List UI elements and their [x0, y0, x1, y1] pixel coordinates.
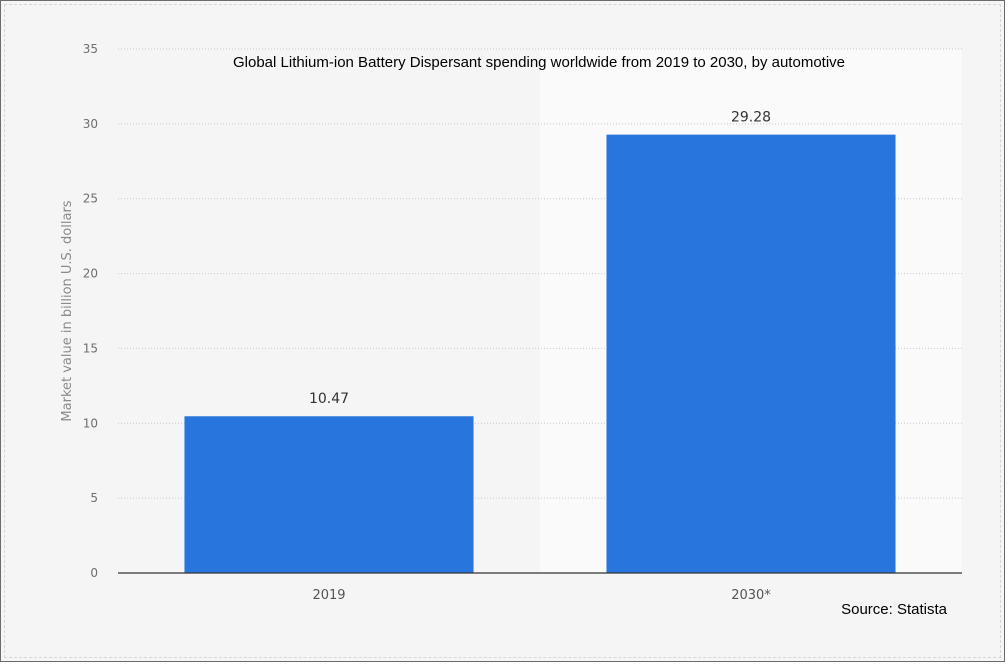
x-tick-labels: 2019 2030*: [312, 588, 771, 603]
y-tick-label: 25: [83, 192, 98, 206]
y-tick-label: 35: [83, 42, 98, 56]
y-tick-label: 10: [83, 416, 98, 430]
y-tick-label: 0: [90, 566, 98, 580]
bar-2019: [184, 416, 474, 573]
y-tick-label: 20: [83, 267, 98, 281]
x-tick-label: 2030*: [731, 588, 771, 603]
y-tick-label: 30: [83, 117, 98, 131]
bars: [184, 134, 896, 573]
chart-title: Global Lithium-ion Battery Dispersant sp…: [233, 54, 845, 71]
data-label: 10.47: [309, 391, 349, 407]
data-labels: 10.47 29.28: [309, 110, 771, 408]
y-axis-label: Market value in billion U.S. dollars: [60, 200, 75, 421]
y-tick-labels: 0 5 10 15 20 25 30 35: [83, 42, 98, 580]
bar-2030: [606, 134, 896, 573]
data-label: 29.28: [731, 110, 771, 126]
y-tick-label: 5: [90, 491, 98, 505]
y-tick-label: 15: [83, 341, 98, 355]
source-note: Source: Statista: [841, 601, 948, 618]
x-tick-label: 2019: [312, 588, 345, 603]
